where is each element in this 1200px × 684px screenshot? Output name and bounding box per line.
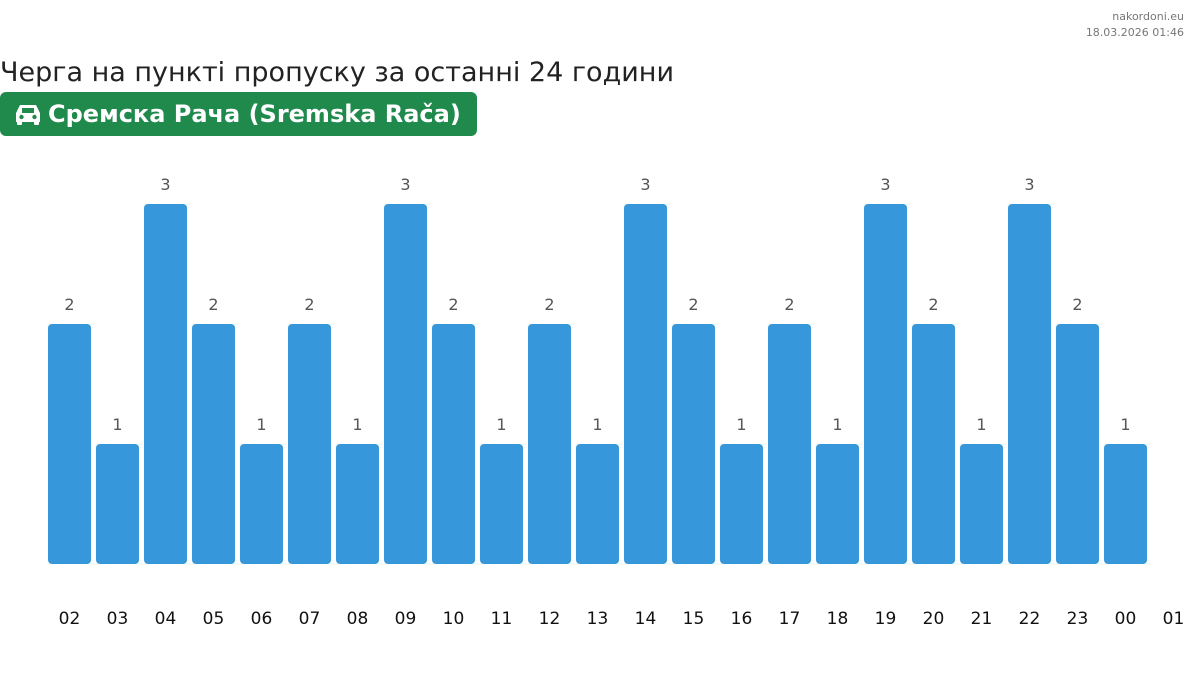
x-tick-16: 16 (731, 609, 753, 629)
bar-13 (576, 444, 619, 564)
x-tick-23: 23 (1067, 609, 1089, 629)
x-tick-21: 21 (971, 609, 993, 629)
x-tick-22: 22 (1019, 609, 1041, 629)
data-label-06: 1 (256, 415, 266, 434)
x-tick-15: 15 (683, 609, 705, 629)
x-tick-04: 04 (155, 609, 177, 629)
bar-09 (384, 204, 427, 564)
x-tick-18: 18 (827, 609, 849, 629)
data-label-13: 1 (592, 415, 602, 434)
bar-15 (672, 324, 715, 564)
bar-17 (768, 324, 811, 564)
data-label-02: 2 (64, 295, 74, 314)
x-tick-02: 02 (59, 609, 81, 629)
x-tick-13: 13 (587, 609, 609, 629)
bar-04 (144, 204, 187, 564)
x-tick-17: 17 (779, 609, 801, 629)
data-label-22: 3 (1024, 175, 1034, 194)
data-label-09: 3 (400, 175, 410, 194)
x-tick-09: 09 (395, 609, 417, 629)
data-label-18: 1 (832, 415, 842, 434)
bar-21 (960, 444, 1003, 564)
data-label-23: 2 (1072, 295, 1082, 314)
bar-07 (288, 324, 331, 564)
timestamp: 18.03.2026 01:46 (1085, 26, 1184, 39)
bar-10 (432, 324, 475, 564)
x-tick-11: 11 (491, 609, 513, 629)
x-tick-05: 05 (203, 609, 225, 629)
site-name: nakordoni.eu (1112, 10, 1184, 23)
bar-06 (240, 444, 283, 564)
x-tick-01: 01 (1163, 609, 1185, 629)
data-label-04: 3 (160, 175, 170, 194)
bar-18 (816, 444, 859, 564)
bar-22 (1008, 204, 1051, 564)
x-tick-20: 20 (923, 609, 945, 629)
bar-00 (1104, 444, 1147, 564)
data-label-21: 1 (976, 415, 986, 434)
bar-12 (528, 324, 571, 564)
data-label-11: 1 (496, 415, 506, 434)
bar-08 (336, 444, 379, 564)
checkpoint-name: Сремска Рача (Sremska Rača) (48, 100, 461, 128)
car-icon (14, 102, 42, 126)
x-tick-03: 03 (107, 609, 129, 629)
data-label-20: 2 (928, 295, 938, 314)
checkpoint-badge: Сремска Рача (Sremska Rača) (0, 92, 477, 136)
data-label-05: 2 (208, 295, 218, 314)
data-label-03: 1 (112, 415, 122, 434)
data-label-17: 2 (784, 295, 794, 314)
data-label-00: 1 (1120, 415, 1130, 434)
data-label-16: 1 (736, 415, 746, 434)
bar-23 (1056, 324, 1099, 564)
data-label-15: 2 (688, 295, 698, 314)
data-label-08: 1 (352, 415, 362, 434)
bar-11 (480, 444, 523, 564)
data-label-07: 2 (304, 295, 314, 314)
x-tick-08: 08 (347, 609, 369, 629)
x-tick-12: 12 (539, 609, 561, 629)
data-label-14: 3 (640, 175, 650, 194)
bar-19 (864, 204, 907, 564)
x-tick-00: 00 (1115, 609, 1137, 629)
bar-05 (192, 324, 235, 564)
bar-14 (624, 204, 667, 564)
data-label-19: 3 (880, 175, 890, 194)
x-tick-06: 06 (251, 609, 273, 629)
bar-20 (912, 324, 955, 564)
page-title: Черга на пункті пропуску за останні 24 г… (0, 57, 674, 88)
bar-02 (48, 324, 91, 564)
bar-16 (720, 444, 763, 564)
x-tick-10: 10 (443, 609, 465, 629)
x-tick-14: 14 (635, 609, 657, 629)
x-tick-07: 07 (299, 609, 321, 629)
meta-info: nakordoni.eu 18.03.2026 01:46 (1086, 9, 1184, 41)
bar-03 (96, 444, 139, 564)
data-label-12: 2 (544, 295, 554, 314)
x-tick-19: 19 (875, 609, 897, 629)
data-label-10: 2 (448, 295, 458, 314)
